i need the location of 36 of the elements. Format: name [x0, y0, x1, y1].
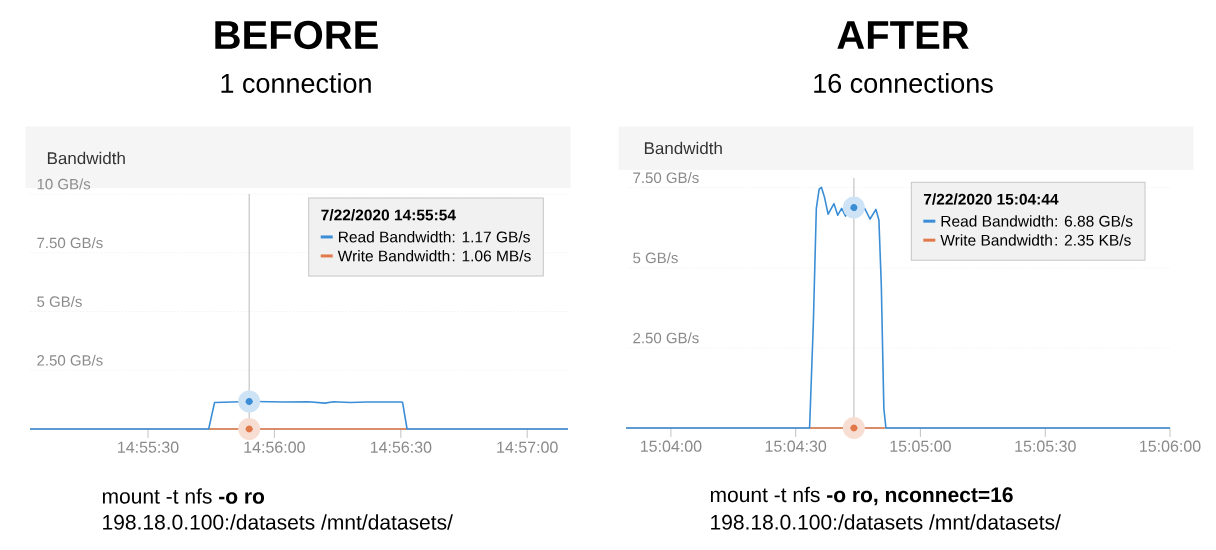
- y-tick-label: 2.50 GB/s: [37, 354, 103, 366]
- annotation: : 1.17 GB/s: [452, 231, 530, 243]
- y-tick-label: 5 GB/s: [37, 295, 82, 307]
- x-tick-label: 15:06:00: [1140, 440, 1201, 452]
- annotation: : 6.88 GB/s: [1055, 215, 1133, 227]
- legend-label: Read Bandwidth: [941, 215, 1053, 227]
- chart-title: AFTER: [837, 21, 969, 49]
- x-tick-label: 15:04:00: [641, 440, 702, 452]
- legend-label: Write Bandwidth: [337, 250, 450, 262]
- x-tick-label: 15:05:00: [890, 440, 951, 452]
- y-tick-label: 2.50 GB/s: [633, 332, 699, 344]
- x-tick-label: 14:55:30: [118, 441, 179, 453]
- x-tick-label: 14:57:00: [497, 441, 558, 453]
- legend-title: 7/22/2020 15:04:44: [923, 193, 1059, 205]
- y-tick-label: 7.50 GB/s: [633, 172, 699, 184]
- y-tick-label: 5 GB/s: [633, 252, 678, 264]
- legend-label: Write Bandwidth: [940, 234, 1052, 246]
- text: 198.18.0.100:/datasets /mnt/datasets/: [711, 514, 1061, 530]
- text: mount -t nfs -o ro: [102, 488, 265, 504]
- x-tick-label: 14:56:00: [244, 441, 305, 453]
- legend-title: 7/22/2020 14:55:54: [321, 209, 456, 221]
- text: Bandwidth: [644, 141, 722, 155]
- x-tick-label: 15:05:30: [1015, 440, 1076, 452]
- chart-subtitle: 16 connections: [814, 73, 993, 93]
- legend-label: Read Bandwidth: [338, 231, 451, 243]
- annotation: : 1.06 MB/s: [452, 250, 531, 262]
- y-tick-label: 7.50 GB/s: [37, 237, 103, 249]
- x-tick-label: 14:56:30: [370, 441, 432, 453]
- x-tick-label: 15:04:30: [765, 440, 827, 452]
- text: mount -t nfs -o ro, nconnect=16: [710, 486, 1013, 506]
- chart-title: BEFORE: [215, 20, 378, 50]
- annotation: : 2.35 KB/s: [1055, 234, 1131, 246]
- y-tick-label: 10 GB/s: [37, 178, 91, 190]
- text: 198.18.0.100:/datasets /mnt/datasets/: [103, 514, 453, 530]
- text: Bandwidth: [47, 151, 125, 165]
- chart-subtitle: 1 connection: [221, 73, 371, 93]
